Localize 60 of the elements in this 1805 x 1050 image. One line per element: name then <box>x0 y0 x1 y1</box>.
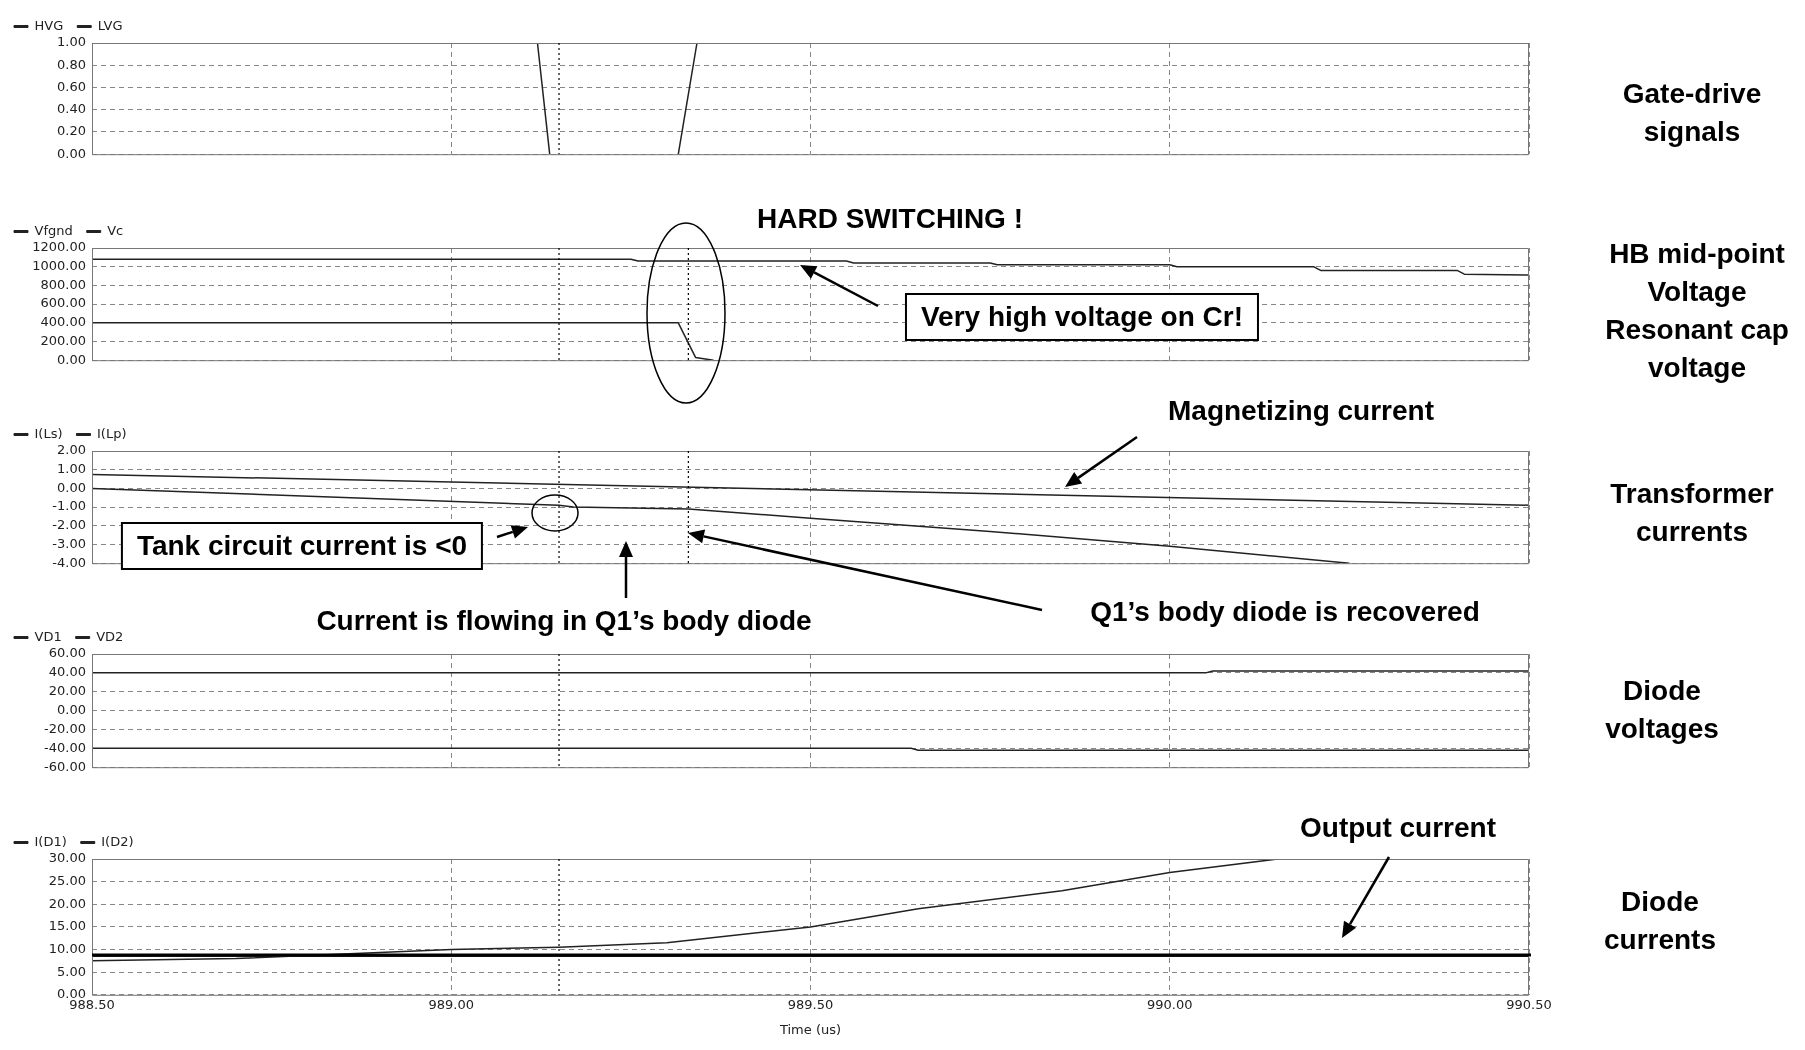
y-tick-label: 0.00 <box>57 479 86 495</box>
annotation: Tank circuit current is <0 <box>120 522 484 570</box>
y-tick-label: 5.00 <box>57 963 86 979</box>
y2-axis-title: Diode currents <box>1602 885 1717 957</box>
legend-label: LVG <box>97 17 123 33</box>
y-tick-label: 60.00 <box>48 645 86 661</box>
legend-label: VD1 <box>34 628 62 644</box>
y-tick-label: -2.00 <box>52 517 86 533</box>
y-tick-label: 800.00 <box>40 276 86 292</box>
y-tick-label: 0.40 <box>57 101 86 117</box>
x-tick-label: 989.00 <box>428 996 474 1012</box>
text: HARD SWITCHING ! <box>757 203 1023 235</box>
y-tick-label: -20.00 <box>44 720 86 736</box>
legend-label: Vc <box>107 222 124 238</box>
x-axis-title: Time (us) <box>778 1021 842 1037</box>
annotation: Very high voltage on Cr! <box>904 293 1260 341</box>
y-tick-label: 400.00 <box>40 314 86 330</box>
y-tick-label: 1000.00 <box>32 258 86 274</box>
y-tick-label: 0.20 <box>57 123 86 139</box>
y-tick-label: 0.00 <box>57 145 86 161</box>
legend-label: Vfgnd <box>34 222 73 238</box>
y-tick-label: -3.00 <box>52 535 86 551</box>
text: Current is flowing in Q1’s body diode <box>316 605 812 637</box>
legend-label: HVG <box>34 17 64 33</box>
y-tick-label: 2.00 <box>57 442 86 458</box>
x-tick-label: 990.00 <box>1147 996 1193 1012</box>
text: Magnetizing current <box>1167 395 1435 427</box>
legend-label: VD2 <box>96 628 124 644</box>
y-tick-label: 30.00 <box>48 850 86 866</box>
y-tick-label: 1.00 <box>57 461 86 477</box>
y2-axis-title: Gate-drive signals <box>1621 77 1763 149</box>
y-tick-label: 0.60 <box>57 78 86 94</box>
y-tick-label: 20.00 <box>48 683 86 699</box>
y-tick-label: -40.00 <box>44 739 86 755</box>
legend-label: I(Ls) <box>34 425 63 441</box>
y-tick-label: 40.00 <box>48 664 86 680</box>
y2-axis-title: Transformer currents <box>1609 477 1775 549</box>
y-tick-label: 200.00 <box>40 332 86 348</box>
x-tick-label: 990.50 <box>1506 996 1552 1012</box>
y-tick-label: 20.00 <box>48 895 86 911</box>
y2-axis-title: Diode voltages <box>1604 674 1720 746</box>
legend-label: I(D2) <box>101 833 134 849</box>
y-tick-label: 1200.00 <box>32 239 86 255</box>
y-tick-label: -1.00 <box>52 498 86 514</box>
text: Q1’s body diode is recovered <box>1090 596 1480 628</box>
y-tick-label: 1.00 <box>57 34 86 50</box>
legend-label: I(Lp) <box>96 425 127 441</box>
y-tick-label: 0.00 <box>57 351 86 367</box>
x-tick-label: 989.50 <box>787 996 834 1012</box>
y-tick-label: 600.00 <box>40 295 86 311</box>
y-tick-label: 0.00 <box>57 701 86 717</box>
legend-label: I(D1) <box>34 833 67 849</box>
text: Output current <box>1300 812 1496 844</box>
y-tick-label: -60.00 <box>44 758 86 774</box>
y-tick-label: 15.00 <box>48 918 86 934</box>
y-tick-label: 25.00 <box>48 873 86 889</box>
y-tick-label: 10.00 <box>48 940 86 956</box>
y-tick-label: 0.80 <box>57 56 86 72</box>
y-tick-label: -4.00 <box>52 554 86 570</box>
y2-axis-title: HB mid-point Voltage Resonant cap voltage <box>1604 237 1790 385</box>
